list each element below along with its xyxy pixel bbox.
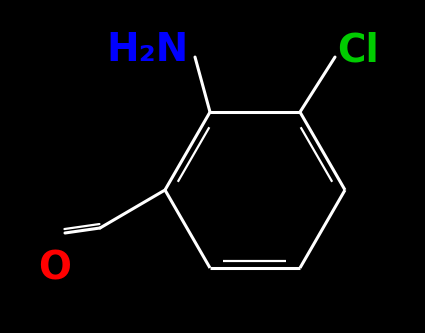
Text: H₂N: H₂N [107, 31, 189, 69]
Text: O: O [39, 249, 71, 287]
Text: Cl: Cl [337, 31, 379, 69]
